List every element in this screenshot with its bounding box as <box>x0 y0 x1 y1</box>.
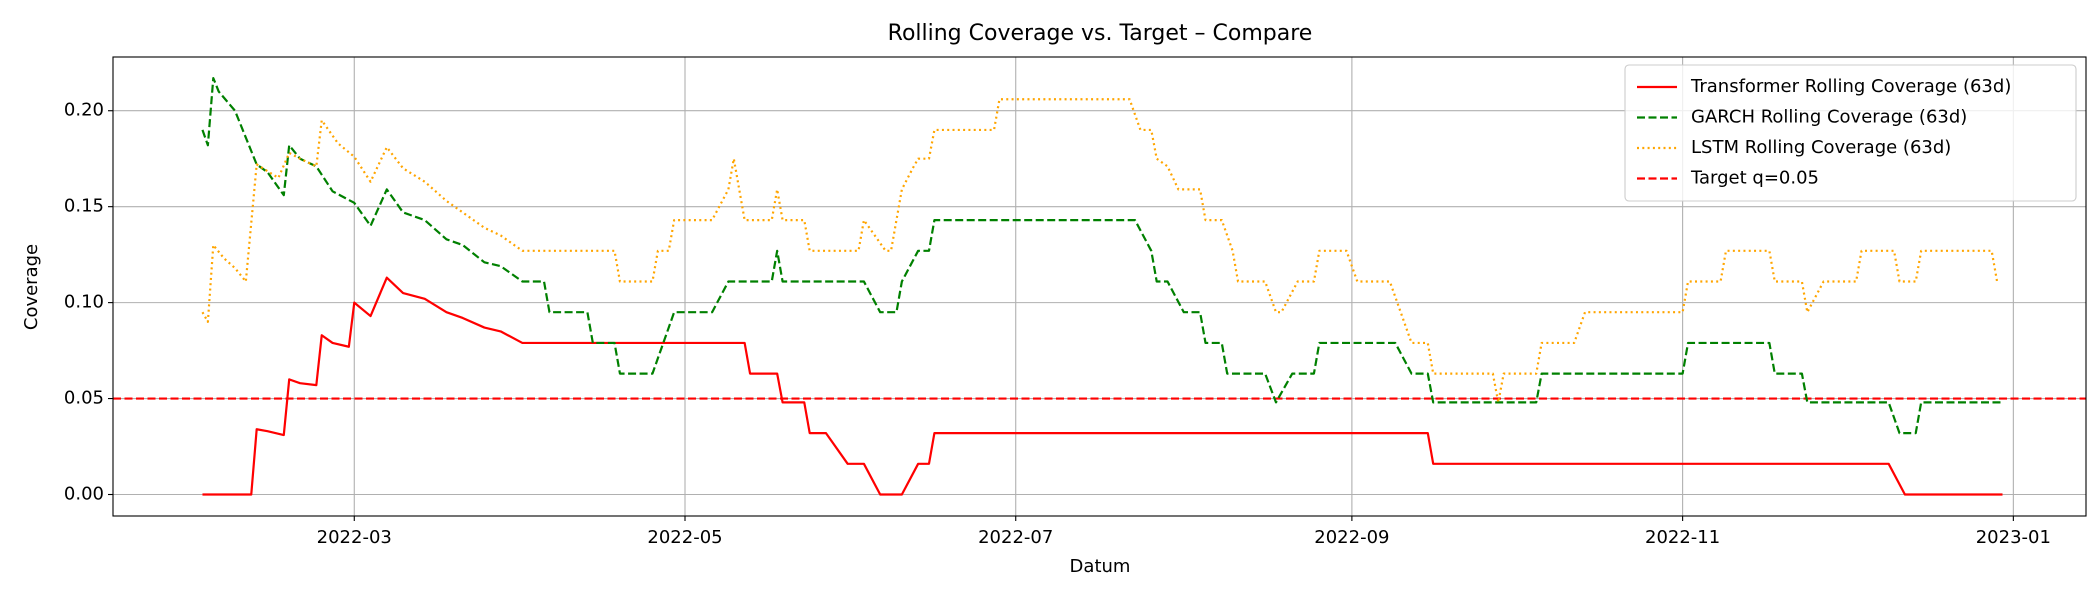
x-tick-label: 2022-09 <box>1314 527 1389 548</box>
legend-label: LSTM Rolling Coverage (63d) <box>1691 137 1951 158</box>
legend-label: Transformer Rolling Coverage (63d) <box>1690 76 2011 97</box>
legend: Transformer Rolling Coverage (63d) GARCH … <box>1624 64 2077 202</box>
plot-frame <box>112 56 2087 517</box>
series-line <box>201 77 2003 435</box>
legend-label: GARCH Rolling Coverage (63d) <box>1691 107 1967 128</box>
legend-label: Target q=0.05 <box>1690 168 1819 189</box>
y-axis-label: Coverage <box>21 244 42 330</box>
chart-title: Rolling Coverage vs. Target – Compare <box>888 21 1313 46</box>
x-tick-label: 2022-07 <box>978 527 1053 548</box>
x-tick-label: 2022-03 <box>317 527 392 548</box>
y-tick-label: 0.10 <box>64 292 104 313</box>
y-tick-label: 0.20 <box>64 100 104 121</box>
series-line <box>202 276 2003 496</box>
x-tick-label: 2023-01 <box>1976 527 2051 548</box>
y-tick-label: 0.05 <box>64 388 104 409</box>
legend-box <box>1624 64 2077 202</box>
x-axis-label: Datum <box>1070 556 1131 577</box>
x-tick-label: 2022-11 <box>1645 527 1720 548</box>
y-tick-label: 0.00 <box>64 484 104 505</box>
x-tick-label: 2022-05 <box>647 527 722 548</box>
y-tick-label: 0.15 <box>64 196 104 217</box>
